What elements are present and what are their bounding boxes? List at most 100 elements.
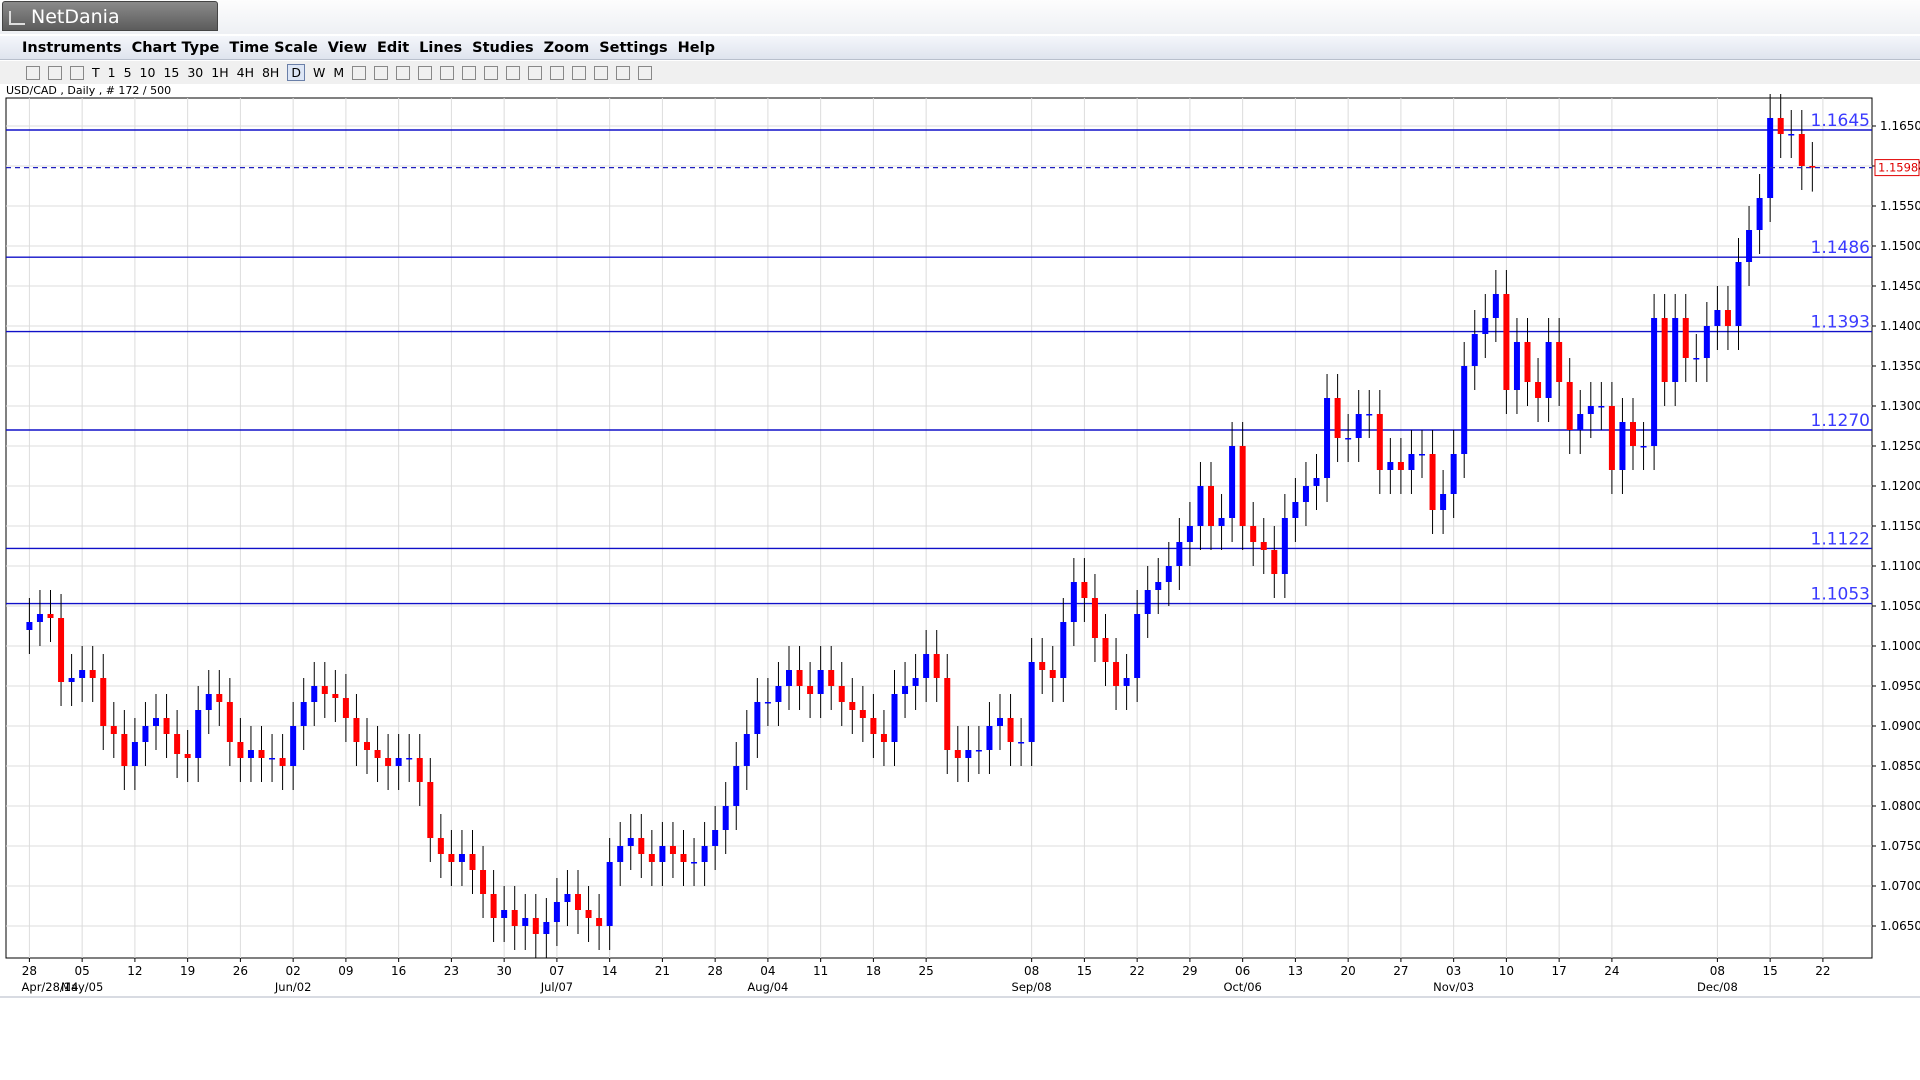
timescale-button[interactable]: D <box>287 64 305 81</box>
candle-body <box>58 618 65 682</box>
tool-icon[interactable] <box>418 65 433 80</box>
candle-body <box>880 734 887 742</box>
menu-item[interactable]: View <box>327 40 367 56</box>
candle-body <box>100 678 107 726</box>
x-tick-label: 18 <box>866 964 881 978</box>
x-tick-label: 12 <box>127 964 142 978</box>
tool-icon[interactable] <box>572 65 587 80</box>
timescale-button[interactable]: 8H <box>261 65 280 80</box>
timescale-button[interactable]: 5 <box>123 65 132 80</box>
menu-item[interactable]: Settings <box>599 40 668 56</box>
timescale-button[interactable]: 30 <box>187 65 204 80</box>
tool-icon[interactable] <box>484 65 499 80</box>
candle-body <box>142 726 149 742</box>
x-major-label: Oct/06 <box>1223 980 1261 994</box>
menu-item[interactable]: Chart Type <box>131 40 220 56</box>
tool-icon[interactable] <box>48 65 62 80</box>
x-major-label: Jul/07 <box>540 980 573 994</box>
tool-icon[interactable] <box>462 65 477 80</box>
candle-body <box>965 750 972 758</box>
candle-body <box>1186 526 1193 542</box>
y-tick-label: 1.1350 <box>1880 359 1920 373</box>
y-tick-label: 1.0650 <box>1880 919 1920 933</box>
window-tab[interactable]: NetDania FinanceChart <box>2 1 218 58</box>
timescale-button[interactable]: M <box>333 65 345 80</box>
candle-body <box>764 702 771 704</box>
candle-body <box>406 758 413 760</box>
candle-body <box>121 734 128 766</box>
tool-icon[interactable] <box>594 65 609 80</box>
candle-body <box>1165 566 1172 582</box>
tool-icon[interactable] <box>616 65 631 80</box>
plot-area <box>5 97 1873 959</box>
candle-body <box>1049 670 1056 678</box>
menu-item[interactable]: Help <box>677 40 715 56</box>
candle-body <box>1292 502 1299 518</box>
tool-icon[interactable] <box>506 65 521 80</box>
menu-item[interactable]: Time Scale <box>229 40 318 56</box>
title-bar: NetDania FinanceChart <box>0 0 1920 58</box>
timescale-button[interactable]: 1 <box>107 65 116 80</box>
y-tick-label: 1.0800 <box>1880 799 1920 813</box>
timescale-button[interactable]: 15 <box>163 65 180 80</box>
menu-item[interactable]: Zoom <box>543 40 590 56</box>
candle-body <box>859 710 866 718</box>
menu-item[interactable]: Instruments <box>22 40 122 56</box>
menu-item[interactable]: Lines <box>419 40 463 56</box>
candle-body <box>1545 342 1552 398</box>
candle-body <box>89 670 96 678</box>
tool-icon[interactable] <box>638 65 653 80</box>
candle-body <box>923 654 930 678</box>
y-tick-label: 1.0900 <box>1880 719 1920 733</box>
timescale-button[interactable]: 4H <box>236 65 254 80</box>
candle-body <box>902 686 909 694</box>
candle-body <box>1144 590 1151 614</box>
candle-body <box>596 918 603 926</box>
candle-body <box>1123 678 1130 686</box>
tool-icon[interactable] <box>396 65 411 80</box>
x-tick-label: 27 <box>1393 964 1408 978</box>
timescale-button[interactable]: T <box>92 65 100 80</box>
candle-body <box>1060 622 1067 678</box>
tool-icon[interactable] <box>26 65 40 80</box>
tool-icon[interactable] <box>70 65 84 80</box>
menu-item[interactable]: Studies <box>472 40 534 56</box>
candle-body <box>1197 486 1204 526</box>
x-tick-label: 22 <box>1815 964 1830 978</box>
tool-icon[interactable] <box>352 65 367 80</box>
candle-body <box>1440 494 1447 510</box>
candle-body <box>1767 118 1774 198</box>
timescale-button[interactable]: W <box>312 65 326 80</box>
x-major-label: May/05 <box>61 980 103 994</box>
candle-body <box>1218 518 1225 526</box>
candle-body <box>786 670 792 686</box>
candle-body <box>828 670 835 686</box>
timescale-button[interactable]: 10 <box>139 65 156 80</box>
candle-body <box>1777 118 1784 134</box>
tool-icon[interactable] <box>374 65 389 80</box>
x-tick-label: 02 <box>286 964 301 978</box>
menu-item[interactable]: Edit <box>376 40 410 56</box>
timescale-button[interactable]: 1H <box>211 65 229 80</box>
candle-body <box>575 894 581 910</box>
tool-icon[interactable] <box>550 65 565 80</box>
x-tick-label: 08 <box>1024 964 1039 978</box>
candle-body <box>1081 582 1088 598</box>
candle-body <box>722 806 729 830</box>
x-tick-label: 14 <box>602 964 617 978</box>
y-tick-label: 1.0700 <box>1880 879 1920 893</box>
candle-body <box>691 862 698 864</box>
candle-body <box>1408 454 1415 470</box>
x-tick-label: 29 <box>1182 964 1197 978</box>
candle-body <box>1682 318 1689 358</box>
candle-body <box>817 670 824 694</box>
candle-body <box>353 718 360 742</box>
candle-body <box>680 854 687 862</box>
tool-icon[interactable] <box>528 65 543 80</box>
candle-body <box>944 678 951 750</box>
tool-icon[interactable] <box>440 65 455 80</box>
candle-body <box>205 694 212 710</box>
candle-body <box>279 758 286 766</box>
x-tick-label: 13 <box>1288 964 1303 978</box>
